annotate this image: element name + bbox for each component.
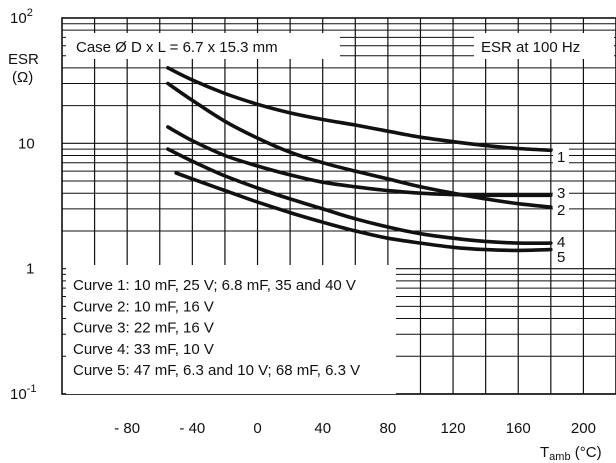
x-tick-label: 120 <box>441 420 466 437</box>
chart-subtitle: ESR at 100 Hz <box>481 39 580 56</box>
y-tick-base: 10 <box>10 386 27 403</box>
curve-label-bg <box>553 184 569 202</box>
legend-entry: Curve 2: 10 mF, 16 V <box>73 298 214 315</box>
curve-label-bg <box>553 201 569 219</box>
x-tick-labels: - 80 - 40 0 40 80 120 160 200 <box>114 420 596 437</box>
curve-label-5: 5 <box>557 249 565 266</box>
curve-label-bg <box>553 248 569 266</box>
curve-4 <box>166 147 553 246</box>
curve-label-bg <box>553 233 569 251</box>
y-tick-exponent: 2 <box>27 7 33 19</box>
legend-box <box>66 265 396 394</box>
y-tick-base: 10 <box>10 10 27 27</box>
curve-label-4: 4 <box>557 234 565 251</box>
x-tick-label: 0 <box>253 420 261 437</box>
y-tick-label: 102 <box>10 7 33 27</box>
y-axis-label: ESR <box>8 51 39 68</box>
y-tick-label: 10 <box>18 135 35 152</box>
x-axis-label-main: T <box>540 444 549 461</box>
legend-entry: Curve 1: 10 mF, 25 V; 6.8 mF, 35 and 40 … <box>73 277 356 294</box>
legend-entry: Curve 4: 33 mF, 10 V <box>73 341 214 358</box>
x-axis-label-unit: (°C) <box>575 444 602 461</box>
y-axis-unit: (Ω) <box>12 69 33 86</box>
x-tick-label: - 40 <box>179 420 205 437</box>
x-tick-label: 160 <box>506 420 531 437</box>
chart-title: Case Ø D x L = 6.7 x 15.3 mm <box>76 39 278 56</box>
legend-entry: Curve 3: 22 mF, 16 V <box>73 320 214 337</box>
curve-label-3: 3 <box>557 185 565 202</box>
x-tick-label: 80 <box>380 420 397 437</box>
x-tick-label: 200 <box>571 420 596 437</box>
curve-1 <box>166 66 553 153</box>
y-tick-exponent: -1 <box>27 383 37 395</box>
curve-2 <box>166 81 553 209</box>
curve-3 <box>166 125 553 198</box>
x-axis-label-sub: amb <box>549 451 570 463</box>
x-tick-label: 40 <box>314 420 331 437</box>
curves <box>166 66 553 253</box>
legend-entry: Curve 5: 47 mF, 6.3 and 10 V; 68 mF, 6.3… <box>73 362 360 379</box>
curve-labels: 1 32 45 <box>553 148 569 266</box>
subtitle-box <box>474 33 614 59</box>
x-axis-label: Tamb (°C) <box>540 444 602 463</box>
curve-label-bg <box>553 148 569 166</box>
y-tick-label: 10-1 <box>10 383 36 403</box>
curve-5 <box>174 171 553 253</box>
legend: Curve 1: 10 mF, 25 V; 6.8 mF, 35 and 40 … <box>73 277 360 379</box>
y-tick-base: 10 <box>18 135 35 152</box>
title-box <box>66 33 340 59</box>
curve-label-2: 2 <box>557 202 565 219</box>
x-tick-label: - 80 <box>114 420 140 437</box>
y-tick-label: 1 <box>26 261 34 278</box>
y-tick-base: 1 <box>26 261 34 278</box>
curve-label-1: 1 <box>557 149 565 166</box>
